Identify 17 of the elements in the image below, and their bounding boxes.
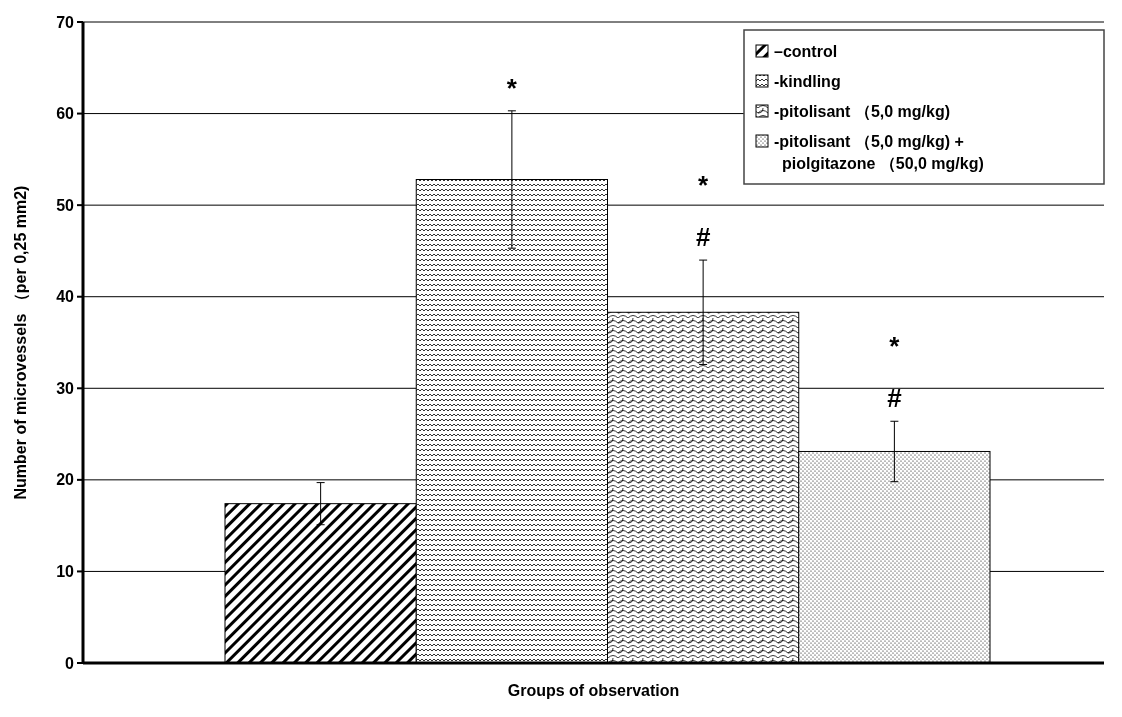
y-tick-label: 50	[56, 196, 75, 214]
y-tick-label: 60	[56, 105, 75, 123]
y-axis-title: Number of microvessels （per 0,25 mm2)	[12, 185, 30, 500]
x-axis-title: Groups of observation	[507, 682, 680, 699]
y-tick-label: 0	[65, 654, 75, 672]
annotation: *	[506, 72, 518, 103]
annotation: * #	[887, 331, 903, 414]
annotation: * #	[695, 170, 711, 253]
legend-label: -kindling	[774, 72, 841, 90]
y-tick-label: 40	[56, 288, 75, 306]
legend-label: -pitolisant （5,0 mg/kg) + piolgitazone （50,0 mg/kg)	[774, 132, 984, 173]
legend-label: –control	[774, 42, 838, 60]
y-tick-label: 20	[56, 471, 75, 489]
y-tick-label: 10	[56, 563, 75, 581]
y-tick-label: 70	[56, 13, 75, 31]
legend-label: -pitolisant （5,0 mg/kg)	[774, 102, 951, 121]
y-tick-label: 30	[56, 379, 75, 397]
